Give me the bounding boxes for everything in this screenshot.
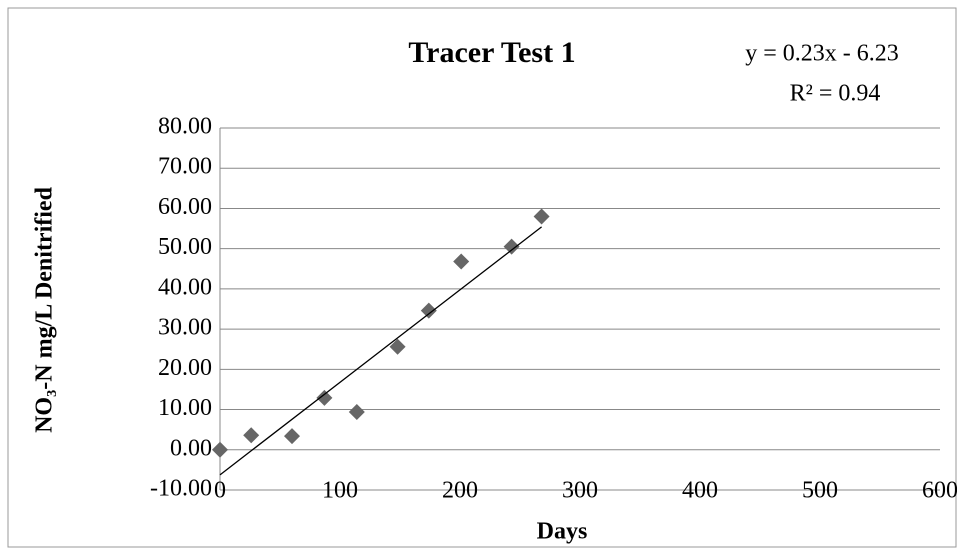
x-tick-label: 600	[922, 478, 957, 504]
data-point	[316, 389, 333, 406]
y-tick-label: 60.00	[158, 194, 212, 220]
data-point	[533, 208, 550, 225]
data-point	[348, 403, 365, 420]
x-tick-label: 500	[802, 478, 838, 504]
trend-r2: R² = 0.94	[790, 81, 881, 107]
x-tick-label: 400	[682, 478, 718, 504]
trendline	[219, 226, 542, 476]
y-tick-label: 70.00	[158, 154, 212, 180]
x-tick-label: 0	[214, 478, 226, 504]
trend-equation: y = 0.23x - 6.23	[745, 41, 899, 67]
x-tick-label: 100	[322, 478, 358, 504]
y-tick-label: -10.00	[150, 476, 212, 502]
x-axis-label: Days	[537, 519, 588, 545]
data-point	[420, 302, 437, 319]
data-point	[243, 427, 260, 444]
data-point	[284, 428, 300, 445]
y-tick-label: 80.00	[158, 114, 212, 140]
x-tick-label: 200	[442, 478, 478, 504]
chart-title: Tracer Test 1	[408, 36, 575, 69]
y-tick-label: 20.00	[158, 355, 212, 381]
y-tick-label: 40.00	[158, 274, 212, 300]
data-point	[389, 338, 406, 355]
y-tick-label: 10.00	[158, 395, 212, 421]
chart-frame	[7, 7, 957, 548]
y-tick-label: 30.00	[158, 315, 212, 341]
y-tick-label: 0.00	[170, 435, 212, 461]
data-point	[503, 238, 520, 255]
data-point	[212, 441, 228, 458]
data-point	[453, 253, 470, 270]
x-tick-label: 300	[562, 478, 598, 504]
y-axis-label: NO₃-N mg/L Denitrified	[32, 186, 58, 432]
y-tick-label: 50.00	[158, 234, 212, 260]
